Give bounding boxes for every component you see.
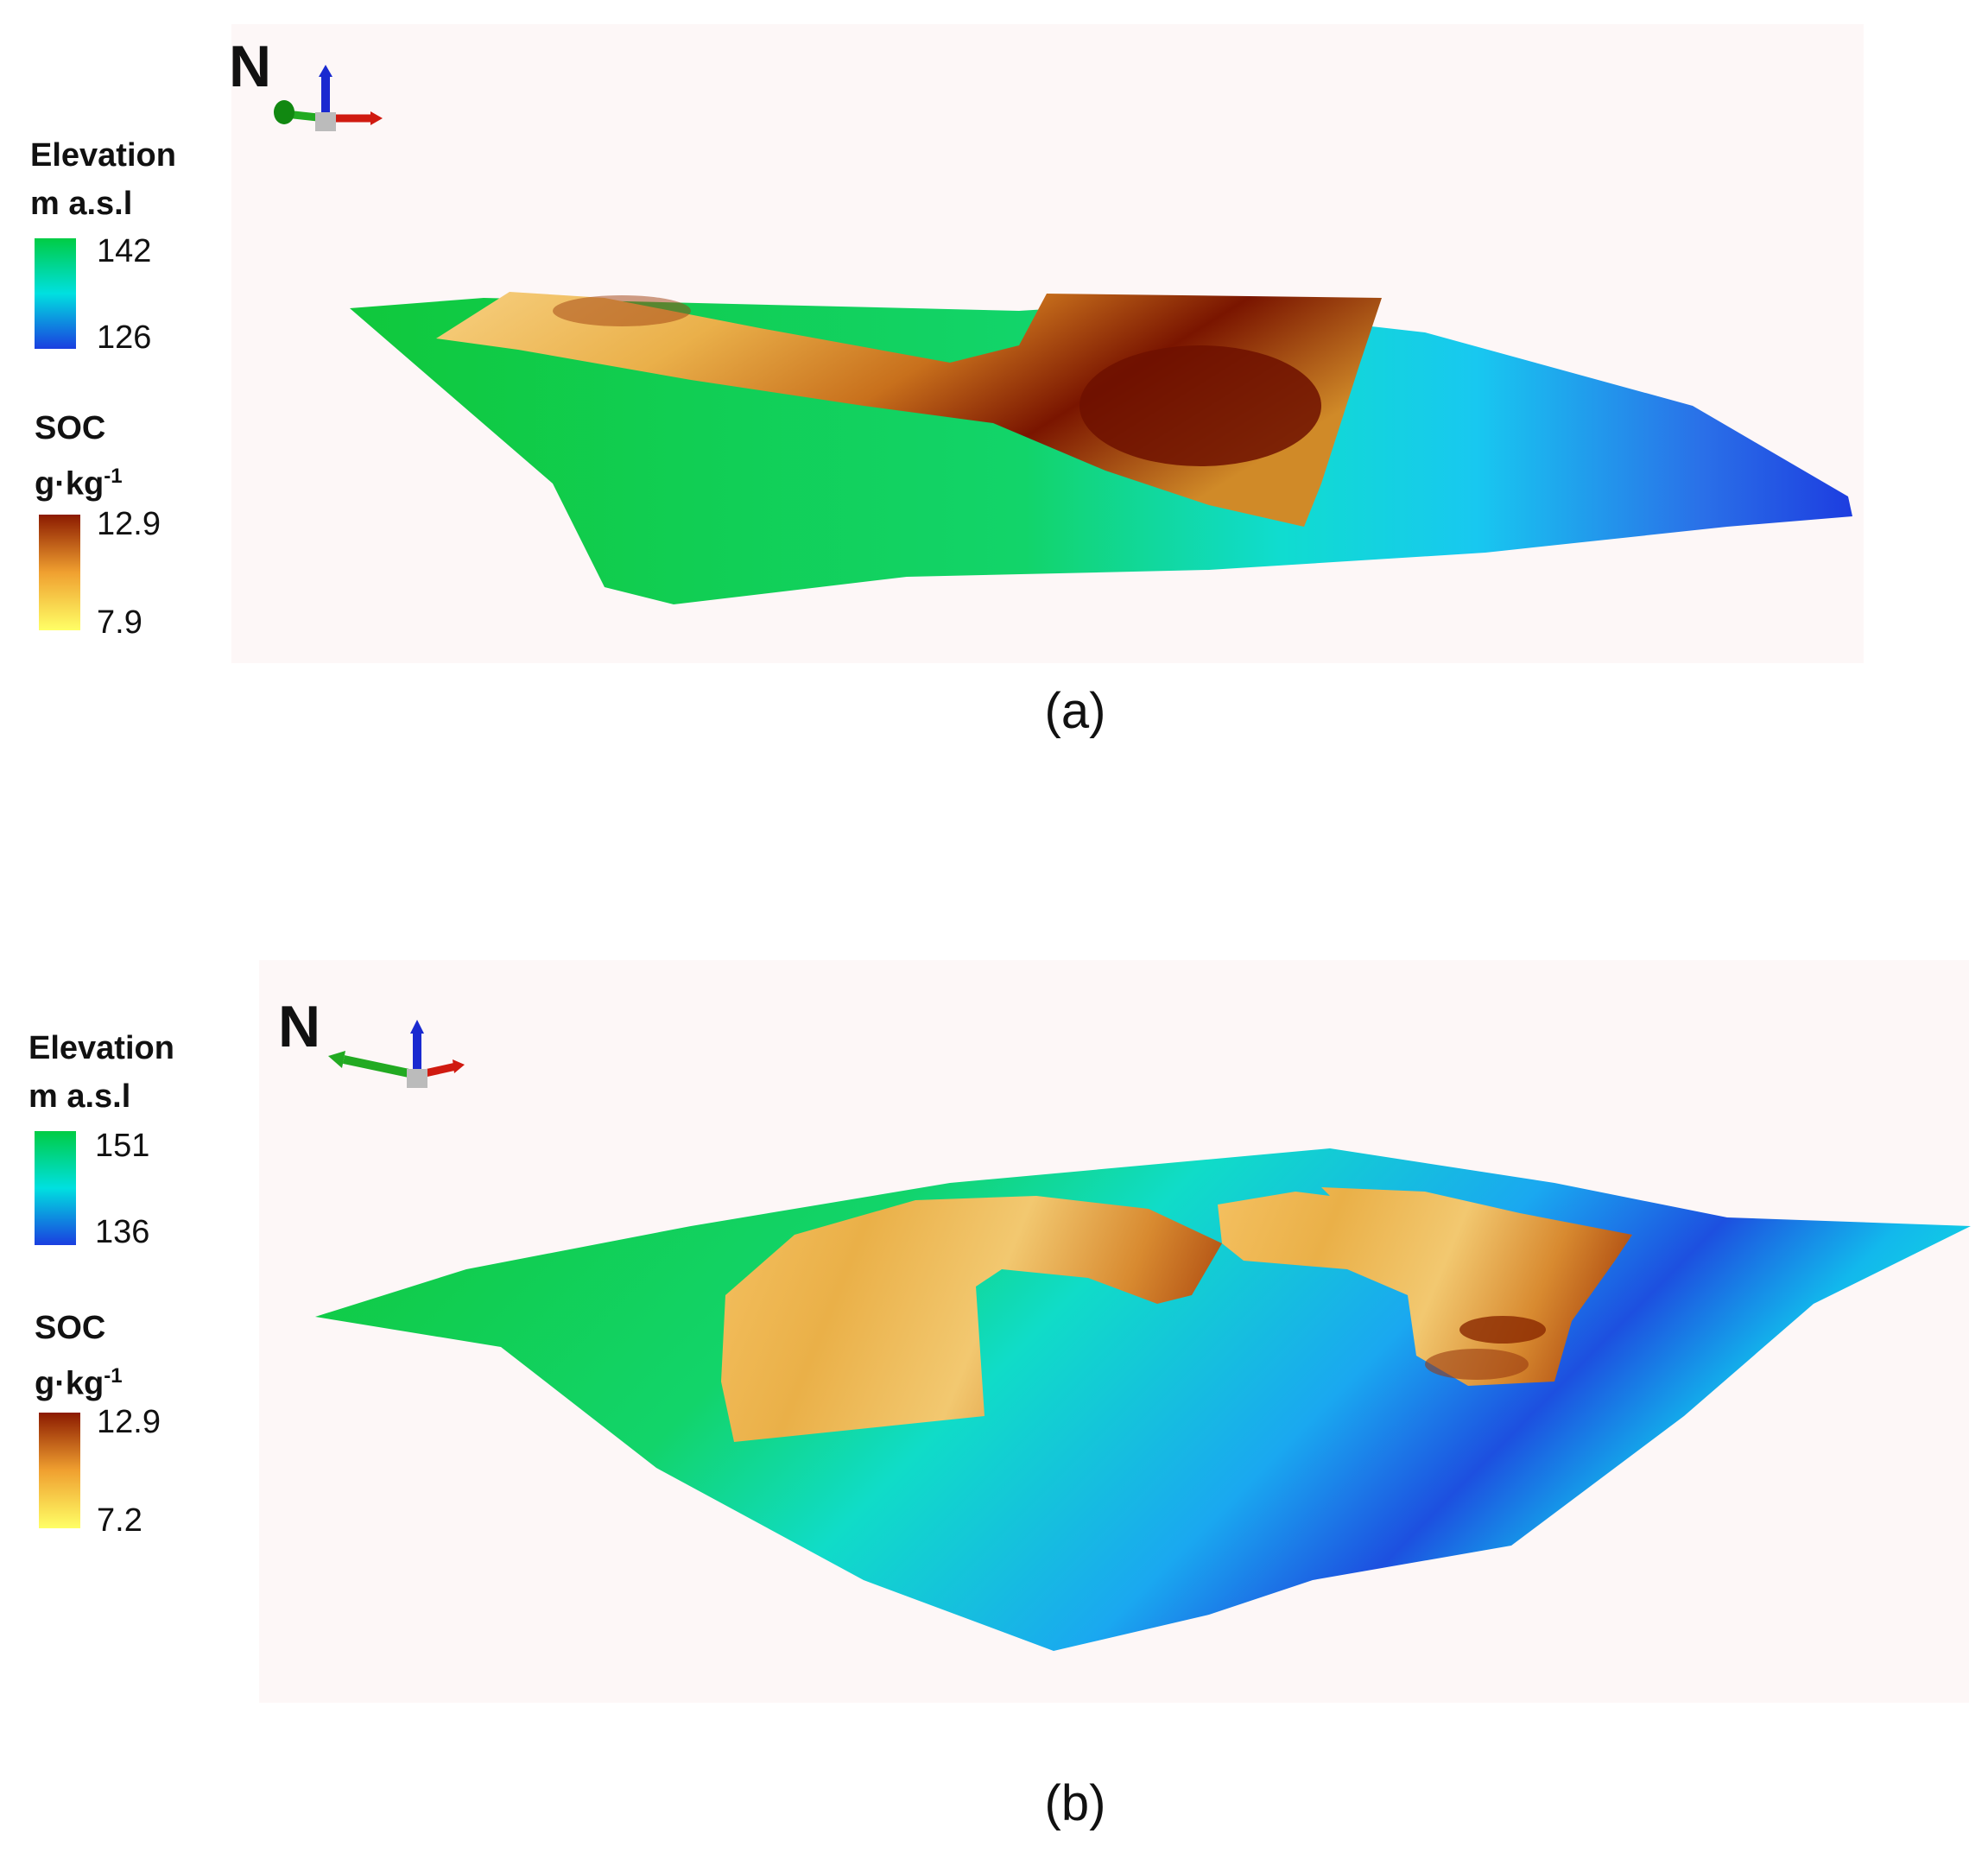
elevation-legend-title-b: Elevation m a.s.l — [28, 1030, 174, 1115]
soc-legend-title-a: SOC g·kg-1 — [35, 410, 123, 503]
panel-caption-a: (a) — [1044, 683, 1106, 739]
axis-triad-icon-b — [328, 1020, 465, 1088]
elevation-color-ramp-b — [35, 1131, 76, 1245]
soc-color-ramp-a — [39, 515, 80, 630]
north-arrow-label-a: N — [229, 34, 272, 99]
elevation-min-label-a: 126 — [97, 319, 152, 356]
soc-min-label-a: 7.9 — [97, 604, 142, 641]
soc-color-ramp-b — [39, 1413, 80, 1528]
axis-triad-icon-a — [274, 65, 383, 131]
panel-caption-b: (b) — [1044, 1775, 1106, 1831]
terrain-3d-view-a — [350, 292, 1852, 604]
soc-field-a — [436, 292, 1382, 527]
soc-min-label-b: 7.2 — [97, 1502, 142, 1539]
elevation-legend-title-a: Elevation m a.s.l — [30, 137, 176, 222]
soc-field-b-left — [721, 1196, 1222, 1442]
elevation-max-label-b: 151 — [95, 1128, 150, 1164]
elevation-color-ramp-a — [35, 238, 76, 349]
soc-max-label-b: 12.9 — [97, 1404, 161, 1440]
north-arrow-label-b: N — [278, 994, 321, 1059]
soc-legend-title-b: SOC g·kg-1 — [35, 1310, 123, 1402]
elevation-min-label-b: 136 — [95, 1214, 150, 1250]
soc-max-label-a: 12.9 — [97, 506, 161, 542]
elevation-max-label-a: 142 — [97, 233, 152, 269]
